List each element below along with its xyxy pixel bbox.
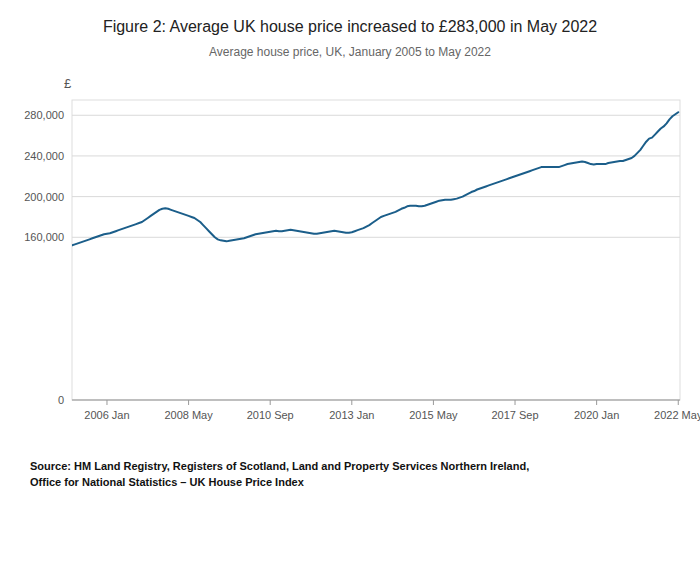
y-tick-label: 0	[58, 394, 64, 406]
x-tick	[106, 400, 107, 405]
x-tick-label: 2013 Jan	[329, 409, 374, 421]
x-ticks: 2006 Jan 2008 May 2010 Sep 2013 Jan 2015 May…	[84, 400, 700, 421]
x-tick-label: 2008 May	[164, 409, 213, 421]
y-tick-label: 280,000	[24, 109, 64, 121]
x-tick	[596, 400, 597, 405]
background	[0, 0, 700, 574]
chart-container: Figure 2: Average UK house price increas…	[0, 0, 700, 574]
x-tick-label: 2020 Jan	[574, 409, 619, 421]
x-tick	[433, 400, 434, 405]
x-tick	[515, 400, 516, 405]
title: Figure 2: Average UK house price increas…	[103, 18, 597, 35]
y-tick-label: 200,000	[24, 191, 64, 203]
source-line: Source: HM Land Registry, Registers of S…	[30, 460, 529, 472]
x-tick-label: 2010 Sep	[247, 409, 294, 421]
x-tick-label: 2015 May	[409, 409, 458, 421]
y-tick-labels: 0 160,000 200,000 240,000 280,000	[24, 109, 64, 406]
x-tick	[270, 400, 271, 405]
grid-line	[72, 237, 680, 238]
x-tick-label: 2022 May	[654, 409, 700, 421]
data-group	[72, 112, 678, 245]
x-tick-label: 2017 Sep	[491, 409, 538, 421]
grid-line	[72, 115, 680, 116]
subtitle: Average house price, UK, January 2005 to…	[209, 45, 491, 59]
grid-line	[72, 155, 680, 156]
x-tick	[678, 400, 679, 405]
chart-svg: Figure 2: Average UK house price increas…	[0, 0, 700, 574]
x-tick-label: 2006 Jan	[84, 409, 129, 421]
y-tick-label: 240,000	[24, 150, 64, 162]
y-grid	[72, 115, 680, 400]
y-tick-label: 160,000	[24, 231, 64, 243]
source: Source: HM Land Registry, Registers of S…	[30, 460, 529, 488]
data-line	[72, 112, 678, 245]
x-tick	[351, 400, 352, 405]
x-axis-line	[72, 400, 680, 401]
grid-line	[72, 400, 680, 401]
x-tick	[188, 400, 189, 405]
plot-frame	[72, 100, 680, 400]
grid-line	[72, 196, 680, 197]
y-axis-label: £	[64, 76, 72, 91]
source-line: Office for National Statistics – UK Hous…	[30, 476, 305, 488]
